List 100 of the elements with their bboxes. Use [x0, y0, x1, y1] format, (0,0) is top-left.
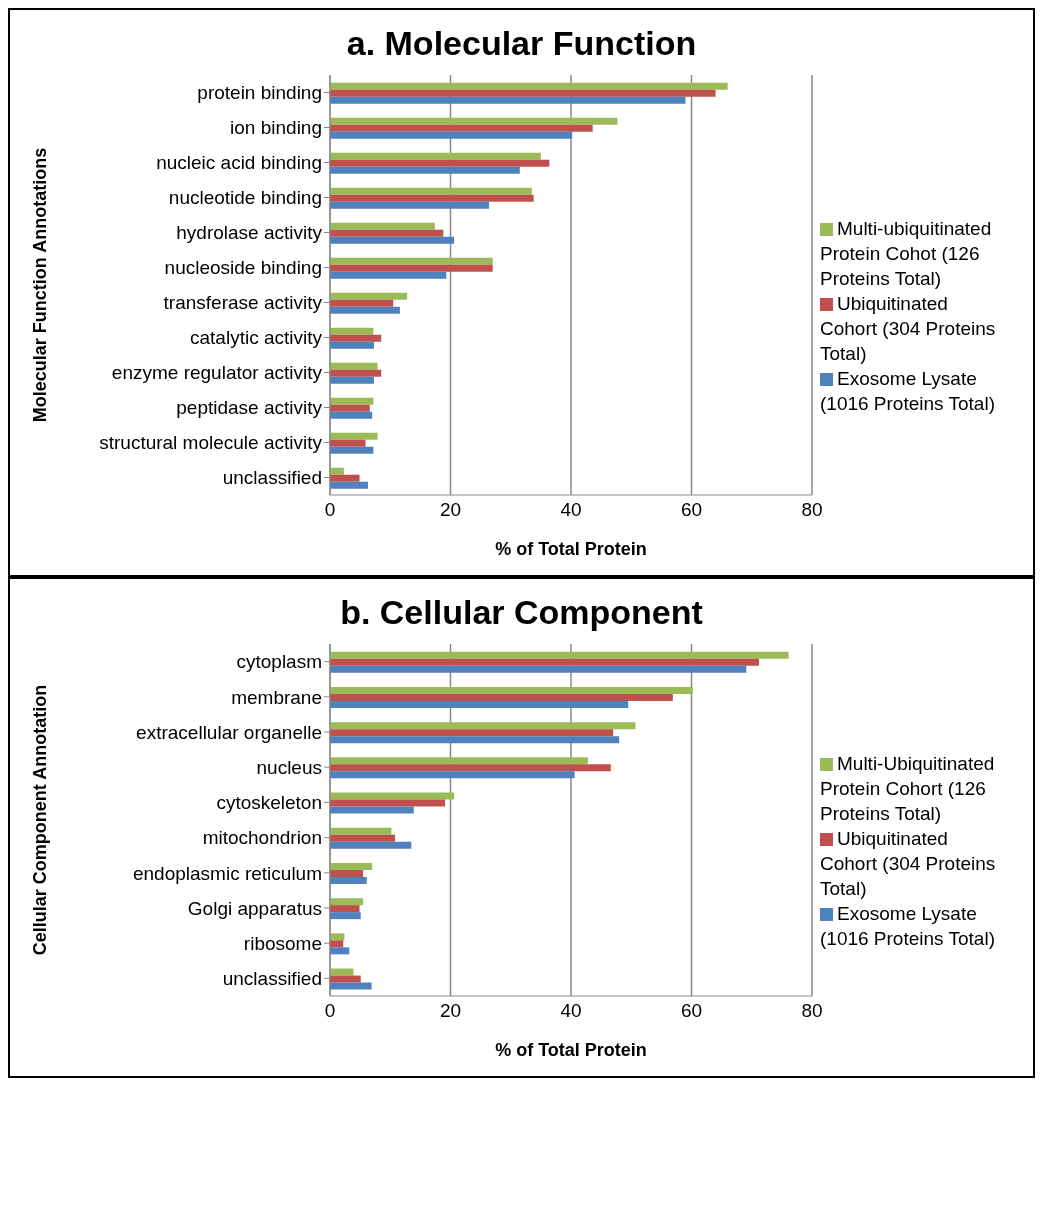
bar [330, 446, 374, 454]
chart-title: b. Cellular Component [339, 593, 704, 632]
bar [330, 124, 593, 132]
bar [330, 876, 367, 884]
bar [330, 264, 493, 272]
bar [330, 736, 620, 744]
y-tick-label: nucleus [256, 756, 322, 778]
bar [330, 159, 550, 167]
bar [330, 187, 532, 195]
y-tick-label: structural molecule activity [99, 432, 323, 454]
y-axis-title: Cellular Component Annotation [30, 684, 51, 956]
bar [330, 299, 394, 307]
bar [330, 271, 447, 279]
bar [330, 651, 789, 659]
y-tick-label: transferase activity [163, 292, 323, 314]
bar [330, 82, 728, 90]
bar [330, 404, 370, 412]
bar [330, 397, 374, 405]
legend-label: Exosome Lysate (1016 Proteins Total) [820, 903, 995, 949]
bar [330, 327, 374, 335]
legend-label: Multi-ubiquitinated Protein Cohot (126 Proteins Total) [820, 218, 992, 289]
bar [330, 194, 534, 202]
bar [330, 117, 618, 125]
bar [330, 341, 374, 349]
x-tick-label: 20 [439, 1000, 462, 1022]
x-tick-label: 0 [324, 499, 336, 521]
bar [330, 729, 614, 737]
y-tick-label: cytoplasm [236, 651, 322, 673]
bar [330, 152, 541, 160]
bar [330, 700, 629, 708]
y-tick-label: nucleic acid binding [156, 152, 322, 174]
bar [330, 792, 455, 800]
bar [330, 96, 686, 104]
bar [330, 722, 636, 730]
x-tick-label: 80 [801, 1000, 823, 1022]
x-tick-label: 80 [801, 499, 823, 521]
x-tick-label: 60 [680, 1000, 703, 1022]
bar [330, 257, 493, 265]
y-tick-label: enzyme regulator activity [111, 362, 323, 384]
bar [330, 369, 382, 377]
y-tick-label: catalytic activity [190, 327, 323, 349]
legend-label: Exosome Lysate (1016 Proteins Total) [820, 368, 995, 414]
bar [330, 757, 588, 765]
bar [330, 376, 374, 384]
bar [330, 222, 435, 230]
legend-label: Multi-Ubiquitinated Protein Cohort (126 Proteins Total) [820, 753, 995, 824]
x-tick-label: 0 [324, 1000, 336, 1022]
x-tick-label: 60 [680, 499, 703, 521]
bar [330, 306, 400, 314]
x-tick-label: 40 [560, 1000, 582, 1022]
bar [330, 799, 446, 807]
bar [330, 89, 716, 97]
x-axis-title: % of Total Protein [495, 539, 647, 559]
bar [330, 686, 693, 694]
bar [330, 898, 364, 906]
bar [330, 665, 747, 673]
bar [330, 474, 360, 482]
bar [330, 467, 344, 475]
bar [330, 869, 364, 877]
y-tick-label: protein binding [197, 82, 322, 104]
bar [330, 940, 344, 948]
bar [330, 201, 490, 209]
bar [330, 236, 455, 244]
y-axis-title: Molecular Function Annotations [30, 147, 51, 423]
legend-label: Ubiquitinated Cohort (304 Proteins Total) [820, 828, 996, 899]
bar [330, 862, 373, 870]
bar [330, 481, 368, 489]
x-tick-label: 20 [439, 499, 462, 521]
y-tick-label: peptidase activity [176, 397, 323, 419]
bar [330, 834, 396, 842]
bar [330, 933, 345, 941]
bar [330, 439, 366, 447]
y-tick-label: ribosome [243, 932, 322, 954]
chart-title: a. Molecular Function [345, 24, 698, 63]
bar [330, 131, 573, 139]
bar [330, 334, 382, 342]
y-tick-label: nucleoside binding [164, 257, 322, 279]
y-tick-label: membrane [231, 686, 322, 708]
bar [330, 975, 361, 983]
bar [330, 912, 361, 920]
bar [330, 982, 372, 990]
x-tick-label: 40 [560, 499, 582, 521]
bar [330, 905, 360, 913]
bar [330, 292, 408, 300]
bar [330, 362, 378, 370]
bar [330, 771, 575, 779]
y-tick-label: extracellular organelle [136, 721, 322, 743]
x-axis-title: % of Total Protein [495, 1040, 647, 1060]
bar [330, 432, 378, 440]
bar [330, 827, 392, 835]
y-tick-label: ion binding [230, 117, 322, 139]
bar [330, 806, 414, 814]
bar [330, 411, 373, 419]
y-tick-label: nucleotide binding [168, 187, 322, 209]
bar [330, 841, 412, 849]
y-tick-label: unclassified [222, 467, 322, 489]
y-tick-label: unclassified [222, 968, 322, 990]
y-tick-label: cytoskeleton [216, 792, 322, 814]
y-tick-label: mitochondrion [202, 827, 322, 849]
bar [330, 229, 444, 237]
